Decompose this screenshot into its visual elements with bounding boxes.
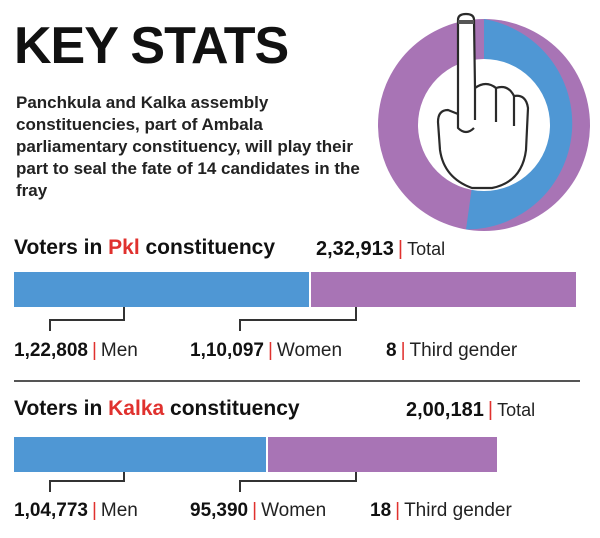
pkl-women-category: Women — [276, 340, 343, 361]
pkl-men-value: 1,22,808 — [14, 340, 88, 361]
kalka-men-value: 1,04,773 — [14, 500, 88, 521]
pkl-third-label: 8 | Third gender — [386, 340, 517, 362]
donut-graphic — [378, 12, 590, 231]
kalka-women-label: 95,390 | Women — [190, 500, 326, 522]
kalka-third-value: 18 — [370, 500, 392, 521]
kalka-total-label: Total — [497, 400, 536, 420]
pkl-men-bar — [14, 272, 309, 307]
kalka-men-label: 1,04,773 | Men — [14, 500, 138, 522]
kalka-women-category: Women — [261, 500, 327, 521]
pkl-men-connector — [49, 307, 125, 331]
pkl-men-sep: | — [91, 340, 97, 361]
pkl-third-value: 8 — [386, 340, 397, 361]
kalka-third-label: 18 | Third gender — [370, 500, 512, 522]
kalka-total: 2,00,181 | Total — [406, 399, 535, 422]
kalka-total-sep: | — [487, 399, 494, 421]
section-divider — [14, 380, 580, 382]
voting-finger-icon — [436, 12, 530, 190]
pkl-heading-highlight: Pkl — [108, 236, 140, 259]
pkl-women-label: 1,10,097 | Women — [190, 340, 342, 362]
pkl-heading-prefix: Voters in — [14, 236, 109, 259]
pkl-women-bar — [311, 272, 576, 307]
pkl-total-sep: | — [397, 238, 404, 260]
kalka-men-sep: | — [91, 500, 97, 521]
kalka-men-bar — [14, 437, 266, 472]
kalka-heading-suffix: constituency — [164, 397, 300, 420]
pkl-third-category: Third gender — [409, 340, 518, 361]
kalka-heading: Voters in Kalka constituency — [14, 397, 300, 421]
pkl-heading-suffix: constituency — [139, 236, 276, 259]
pkl-total: 2,32,913 | Total — [316, 238, 445, 261]
pkl-heading: Voters in Pkl constituency — [14, 236, 275, 260]
kalka-women-sep: | — [252, 500, 258, 521]
kalka-heading-prefix: Voters in — [14, 397, 109, 420]
pkl-women-connector — [239, 307, 357, 331]
kalka-men-connector — [49, 472, 125, 492]
kalka-total-value: 2,00,181 — [406, 399, 484, 421]
kalka-men-category: Men — [100, 500, 138, 521]
intro-text: Panchkula and Kalka assembly constituenc… — [16, 93, 360, 200]
pkl-women-sep: | — [267, 340, 273, 361]
kalka-third-category: Third gender — [404, 500, 512, 521]
pkl-total-label: Total — [407, 239, 446, 259]
kalka-third-sep: | — [395, 500, 401, 521]
pkl-men-category: Men — [100, 340, 138, 361]
kalka-women-bar — [268, 437, 497, 472]
pkl-men-label: 1,22,808 | Men — [14, 340, 138, 362]
pkl-total-value: 2,32,913 — [316, 238, 394, 260]
pkl-women-value: 1,10,097 — [190, 340, 264, 361]
kalka-women-value: 95,390 — [190, 500, 249, 521]
pkl-third-sep: | — [400, 340, 406, 361]
kalka-heading-highlight: Kalka — [108, 397, 165, 420]
page-title: KEY STATS — [14, 17, 289, 75]
kalka-women-connector — [239, 472, 357, 492]
